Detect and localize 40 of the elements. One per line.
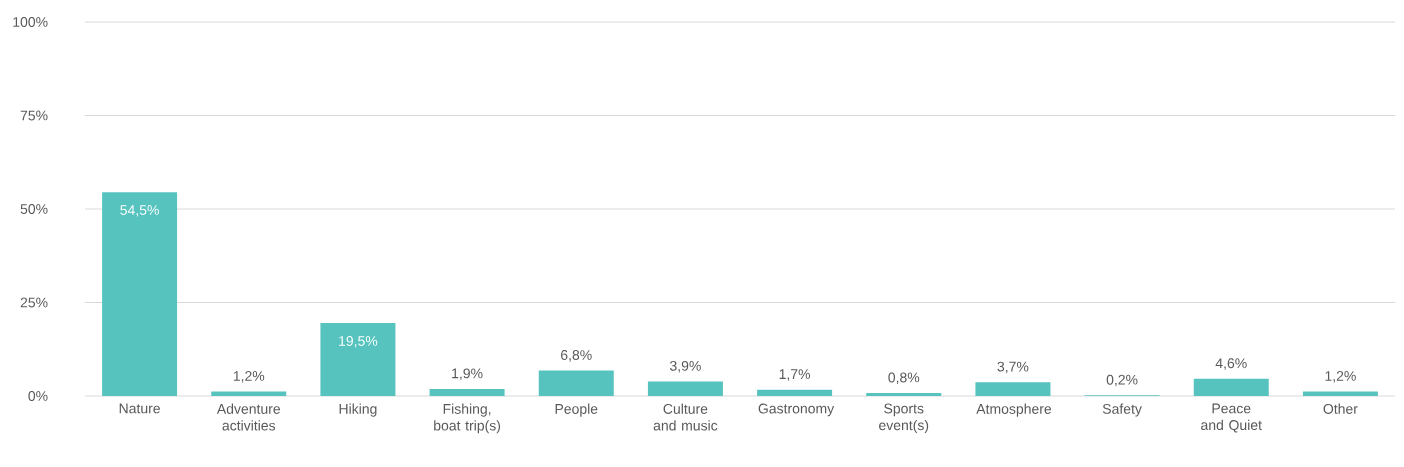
data-label: 19,5% [339, 336, 378, 348]
bar [102, 192, 178, 396]
bar [975, 382, 1051, 396]
x-tick-label: Other [1323, 403, 1358, 414]
data-label: 1,9% [452, 368, 483, 380]
data-label: 54,5% [120, 205, 159, 217]
x-tick-label: Culture and music [653, 403, 718, 431]
x-tick-label: Adventure activities [216, 403, 281, 431]
x-tick-label: Atmosphere [976, 403, 1052, 417]
bar [647, 381, 723, 396]
bar [1193, 378, 1269, 396]
bar [320, 323, 396, 396]
x-tick-label: People [555, 403, 598, 417]
x-tick-label: Fishing, boat trip(s) [434, 403, 501, 434]
data-label: 0,8% [888, 372, 920, 385]
data-label: 0,2% [1106, 374, 1138, 387]
data-label: 3,9% [669, 360, 701, 373]
y-tick-label: 0% [28, 391, 48, 401]
data-label: 1,2% [233, 371, 265, 383]
x-tick-label: Peace and Quiet [1201, 403, 1262, 433]
bar [1302, 391, 1378, 396]
y-tick-label: 100% [13, 17, 48, 27]
data-label: 6,8% [561, 350, 592, 362]
bar [757, 389, 833, 396]
x-tick-label: Gastronomy [758, 403, 835, 417]
data-label: 1,7% [779, 369, 811, 381]
y-tick-label: 25% [20, 297, 48, 308]
bar [429, 388, 505, 396]
y-tick-label: 50% [20, 204, 48, 214]
bar [866, 393, 942, 396]
data-label: 1,2% [1325, 371, 1356, 383]
x-tick-label: Safety [1102, 403, 1142, 417]
x-tick-label: Sports event(s) [879, 403, 929, 433]
data-label: 4,6% [1215, 358, 1247, 370]
data-label: 3,7% [997, 361, 1029, 374]
x-tick-label: Hiking [339, 403, 377, 417]
y-tick-label: 75% [20, 110, 48, 121]
bar [211, 391, 287, 396]
bar [538, 370, 614, 396]
x-tick-label: Nature [119, 403, 160, 414]
